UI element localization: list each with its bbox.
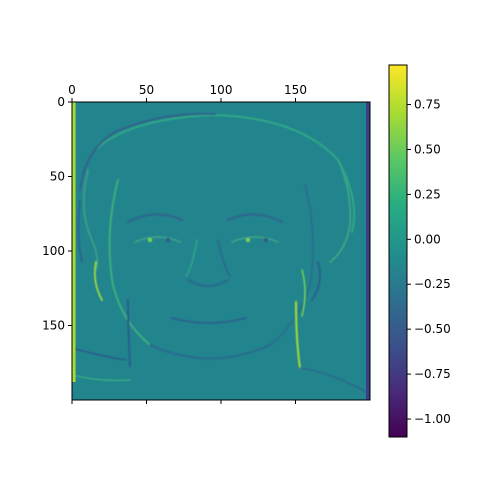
colorbar-tick-label-3: −0.25 <box>414 277 451 291</box>
neck-left <box>127 299 131 367</box>
colorbar-tick-label-6: 0.50 <box>414 142 441 156</box>
x-axis-top: 0 50 100 150 <box>68 83 307 102</box>
y-axis: 0 50 100 150 <box>42 95 72 333</box>
colorbar-axis: −1.00 −0.75 −0.50 −0.25 0.00 0.25 0.50 0.75 <box>407 98 451 426</box>
nostrils <box>187 279 229 287</box>
colorbar-tick-label-4: 0.00 <box>414 232 441 246</box>
left-eye <box>134 236 181 243</box>
colorbar-tick-label-2: −0.50 <box>414 322 451 336</box>
right-eye-highlight <box>245 237 251 243</box>
x-tick-label-0: 0 <box>68 83 76 97</box>
right-edge-strip <box>366 102 370 400</box>
left-eye-highlight <box>147 237 153 243</box>
collar-right <box>299 367 367 393</box>
face-right-contour <box>269 184 315 346</box>
colorbar <box>388 64 408 438</box>
y-tick-label-100: 100 <box>42 244 65 258</box>
shoulder-line-left <box>72 374 131 382</box>
x-tick-label-100: 100 <box>210 83 233 97</box>
right-eye <box>231 236 279 243</box>
shoulder-left <box>72 347 127 361</box>
face-edge-features <box>72 112 367 393</box>
colorbar-tick-label-1: −0.75 <box>414 367 451 381</box>
hair-left-dark <box>77 199 83 263</box>
nose-left <box>185 239 198 277</box>
nose-right <box>217 239 231 277</box>
colorbar-tick-label-0: −1.00 <box>414 412 451 426</box>
left-edge-strip <box>72 102 76 382</box>
right-eyebrow <box>226 213 284 224</box>
right-ear <box>311 261 321 301</box>
left-ear <box>93 261 103 301</box>
right-ear-bright <box>301 269 306 317</box>
hair-outline-dark <box>79 112 216 191</box>
chin-contour <box>149 344 271 360</box>
mouth <box>171 317 247 324</box>
colorbar-tick-label-5: 0.25 <box>414 187 441 201</box>
hair-right-side <box>329 159 352 263</box>
right-eye-dark-spot <box>263 237 269 243</box>
heatmap-image <box>72 102 370 400</box>
y-tick-label-0: 0 <box>57 95 65 109</box>
x-axis-bottom-ticks <box>71 400 296 404</box>
y-tick-label-50: 50 <box>50 170 65 184</box>
face-left-contour <box>108 178 152 347</box>
colorbar-tick-label-7: 0.75 <box>414 98 441 112</box>
hair-left-side <box>82 169 99 271</box>
x-tick-label-50: 50 <box>139 83 154 97</box>
neck-right <box>294 300 302 370</box>
left-eyebrow <box>126 213 184 224</box>
hair-outline-bright <box>93 113 356 234</box>
left-eye-dark-spot <box>165 237 171 243</box>
y-tick-label-150: 150 <box>42 319 65 333</box>
x-tick-label-150: 150 <box>284 83 307 97</box>
